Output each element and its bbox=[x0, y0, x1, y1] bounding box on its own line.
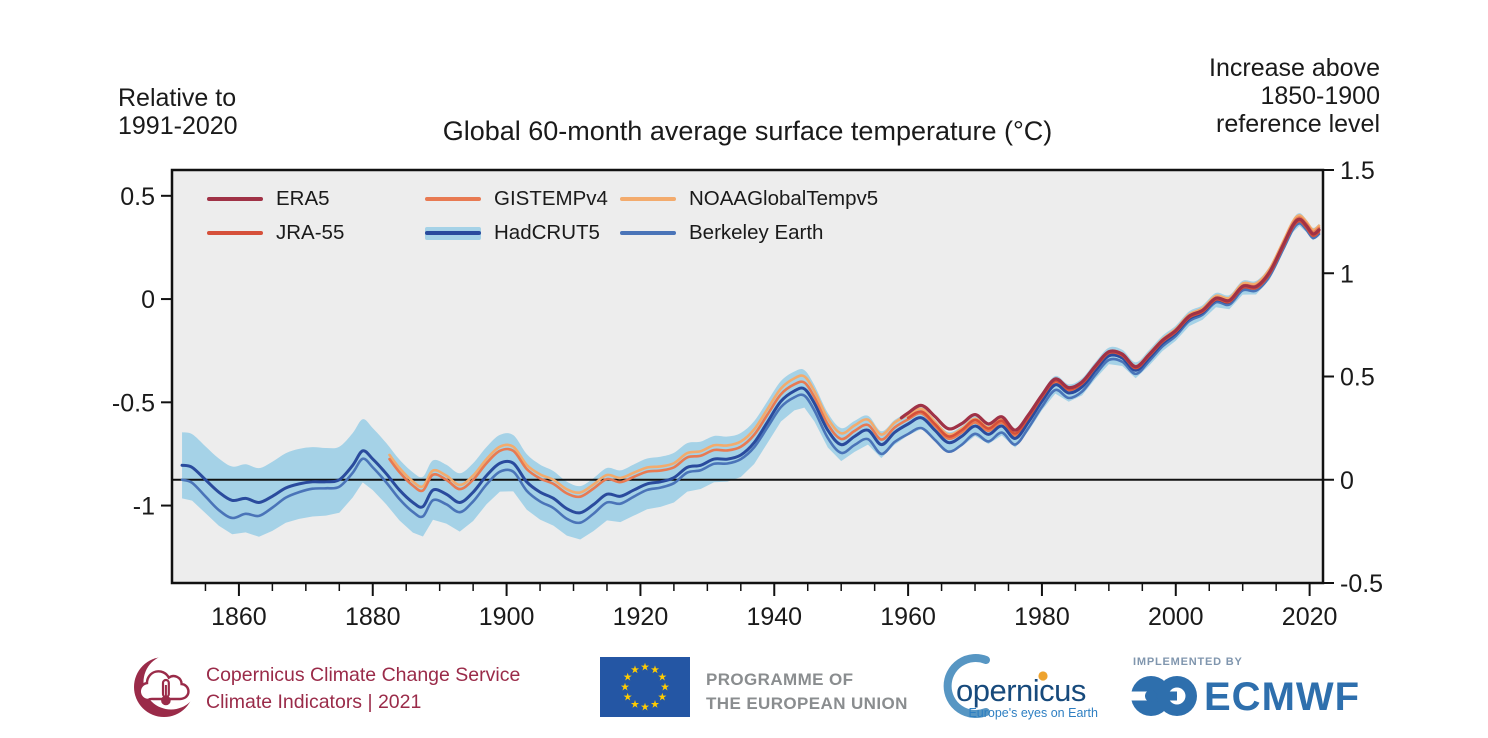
right-axis-caption: Increase above 1850-1900 reference level bbox=[1209, 54, 1380, 138]
svg-text:2020: 2020 bbox=[1282, 603, 1338, 631]
jra55-label: JRA-55 bbox=[276, 221, 345, 244]
era5-label: ERA5 bbox=[276, 187, 330, 210]
c3s-logo-icon bbox=[134, 654, 199, 717]
hadcrut-swatch-icon bbox=[425, 231, 481, 235]
svg-text:-1: -1 bbox=[133, 493, 155, 521]
noaa-label: NOAAGlobalTempv5 bbox=[689, 187, 879, 210]
ecmwf-wordmark: ECMWF bbox=[1204, 675, 1360, 719]
eu-programme-line1: PROGRAMME OF bbox=[706, 670, 854, 689]
svg-text:1900: 1900 bbox=[479, 603, 535, 631]
legend-item-era5: ERA5 bbox=[207, 187, 330, 211]
svg-text:1940: 1940 bbox=[746, 603, 802, 631]
gistemp-swatch-icon bbox=[425, 197, 481, 201]
c3s-service-name: Copernicus Climate Change Service bbox=[206, 664, 521, 686]
svg-text:0: 0 bbox=[141, 286, 155, 314]
right-axis-caption-line1: Increase above bbox=[1209, 54, 1380, 82]
ecmwf-implemented-by: IMPLEMENTED BY bbox=[1133, 656, 1243, 668]
legend-item-hadcrut: HadCRUT5 bbox=[425, 221, 600, 245]
plot-area bbox=[172, 170, 1323, 583]
c3s-text: Copernicus Climate Change Service Climat… bbox=[206, 662, 520, 716]
svg-text:1920: 1920 bbox=[613, 603, 669, 631]
copernicus-tagline: Europe's eyes on Earth bbox=[968, 706, 1098, 720]
hadcrut-label: HadCRUT5 bbox=[494, 221, 600, 244]
left-axis-caption-line2: 1991-2020 bbox=[118, 112, 238, 140]
svg-text:-0.5: -0.5 bbox=[1340, 570, 1383, 598]
svg-text:0.5: 0.5 bbox=[120, 183, 155, 211]
left-axis-caption-line1: Relative to bbox=[118, 84, 237, 112]
svg-text:2000: 2000 bbox=[1148, 603, 1204, 631]
legend-item-gistemp: GISTEMPv4 bbox=[425, 187, 608, 211]
noaa-swatch-icon bbox=[620, 197, 676, 201]
legend-item-noaa: NOAAGlobalTempv5 bbox=[620, 187, 878, 211]
ecmwf-logo-icon: ECMWF bbox=[1128, 675, 1360, 719]
svg-text:1.5: 1.5 bbox=[1340, 157, 1375, 185]
jra55-swatch-icon bbox=[207, 231, 263, 235]
right-axis-caption-line3: reference level bbox=[1216, 110, 1380, 138]
svg-text:1880: 1880 bbox=[345, 603, 401, 631]
svg-text:1: 1 bbox=[1340, 260, 1354, 288]
berkeley-label: Berkeley Earth bbox=[689, 221, 824, 244]
series-line-berkeley-earth bbox=[180, 222, 1321, 525]
axis-ticks: 0.5 0 -0.5 -1 1.5 1 0.5 0 -0.5 1860 1880 1900 1920 19… bbox=[112, 157, 1383, 631]
copernicus-logo: opernicus Europe's eyes on Earth bbox=[943, 654, 1098, 720]
hadcrut-band-swatch-icon bbox=[425, 226, 481, 240]
right-axis-caption-line2: 1850-1900 bbox=[1260, 82, 1380, 110]
series-line-hadcrut5 bbox=[180, 218, 1321, 515]
eu-flag-icon bbox=[600, 657, 690, 717]
series-line-era5 bbox=[899, 217, 1321, 432]
left-axis-caption: Relative to 1991-2020 bbox=[118, 84, 238, 140]
c3s-report-name: Climate Indicators | 2021 bbox=[206, 691, 422, 713]
gistemp-label: GISTEMPv4 bbox=[494, 187, 608, 210]
era5-swatch-icon bbox=[207, 197, 263, 201]
svg-text:0: 0 bbox=[1340, 467, 1354, 495]
svg-text:1960: 1960 bbox=[880, 603, 936, 631]
svg-text:1980: 1980 bbox=[1014, 603, 1070, 631]
berkeley-swatch-icon bbox=[620, 231, 676, 235]
svg-text:1860: 1860 bbox=[211, 603, 267, 631]
eu-programme-label: PROGRAMME OF THE EUROPEAN UNION bbox=[706, 668, 908, 716]
legend-item-berkeley: Berkeley Earth bbox=[620, 221, 823, 245]
legend-item-jra55: JRA-55 bbox=[207, 221, 344, 245]
copernicus-wordmark: opernicus bbox=[956, 673, 1086, 708]
svg-text:-0.5: -0.5 bbox=[112, 389, 155, 417]
eu-programme-line2: THE EUROPEAN UNION bbox=[706, 694, 908, 713]
chart-title: Global 60-month average surface temperat… bbox=[442, 116, 1053, 146]
svg-text:0.5: 0.5 bbox=[1340, 364, 1375, 392]
